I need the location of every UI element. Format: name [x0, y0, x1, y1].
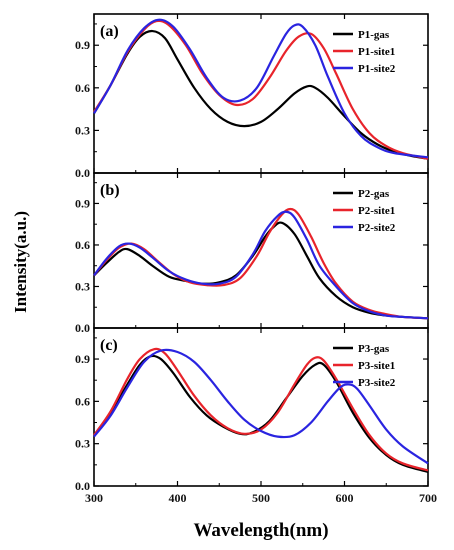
legend-label-1: P1-gas	[358, 29, 390, 41]
y-tick-label: 0.3	[75, 437, 90, 451]
y-tick-label: 0.3	[75, 279, 90, 293]
chart-panels: 0.00.30.60.9P1-gasP1-site1P1-site2(a)0.0…	[75, 13, 437, 505]
x-axis-title: Wavelength(nm)	[193, 520, 328, 541]
x-tick-label: 600	[336, 491, 354, 505]
series-line-2	[93, 19, 429, 160]
y-tick-label: 0.9	[75, 38, 90, 52]
series-line-3	[93, 348, 429, 465]
legend-label-3: P3-site2	[358, 377, 396, 389]
x-tick-label: 300	[85, 491, 103, 505]
y-tick-label: 0.0	[75, 479, 90, 493]
series-line-1	[93, 221, 429, 320]
y-tick-label: 0.6	[75, 394, 90, 408]
legend-label-1: P2-gas	[358, 188, 390, 200]
series-line-3	[93, 18, 429, 159]
y-tick-label: 0.0	[75, 321, 90, 335]
y-tick-label: 0.0	[75, 166, 90, 180]
y-tick-label: 0.9	[75, 196, 90, 210]
y-tick-label: 0.9	[75, 352, 90, 366]
x-tick-label: 400	[169, 491, 187, 505]
x-tick-label: 700	[419, 491, 437, 505]
series-line-3	[93, 210, 429, 320]
legend-label-3: P1-site2	[358, 63, 396, 75]
y-tick-label: 0.3	[75, 123, 90, 137]
panel-label: (a)	[100, 23, 119, 40]
legend-label-2: P2-site1	[358, 205, 395, 217]
legend-label-3: P2-site2	[358, 222, 396, 234]
panel-1: 0.0 0.3 0.6 0.9 P1-gas P1-site1 P1-site2 (a)	[75, 13, 429, 180]
legend-label-2: P1-site1	[358, 46, 395, 58]
series-line-2	[93, 207, 429, 320]
series-line-2	[93, 347, 429, 472]
legend-label-1: P3-gas	[358, 343, 390, 355]
y-tick-label: 0.6	[75, 238, 90, 252]
y-tick-label: 0.6	[75, 81, 90, 95]
x-tick-label: 500	[252, 491, 270, 505]
series-line-1	[93, 354, 429, 473]
panel-label: (c)	[100, 337, 118, 354]
series-line-1	[93, 29, 429, 160]
panel-3: 0.0 0.3 0.6 0.9 P3-gas P3-site1 P3-site2 (c)	[75, 327, 429, 493]
legend-label-2: P3-site1	[358, 360, 395, 372]
panel-2: 0.0 0.3 0.6 0.9 P2-gas P2-site1 P2-site2 (b)	[75, 172, 429, 335]
y-axis-title: Intensity(a.u.)	[11, 211, 30, 313]
panel-label: (b)	[100, 182, 120, 199]
